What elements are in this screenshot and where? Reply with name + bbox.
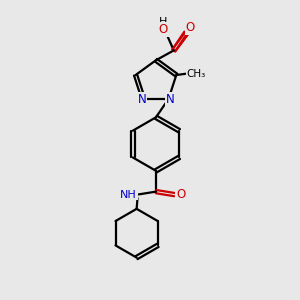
Text: O: O xyxy=(159,23,168,36)
Text: O: O xyxy=(185,21,195,34)
Text: O: O xyxy=(176,188,185,201)
Text: N: N xyxy=(166,93,174,106)
Text: N: N xyxy=(137,93,146,106)
Text: NH: NH xyxy=(120,190,137,200)
Text: H: H xyxy=(159,17,168,27)
Text: CH₃: CH₃ xyxy=(187,68,206,79)
